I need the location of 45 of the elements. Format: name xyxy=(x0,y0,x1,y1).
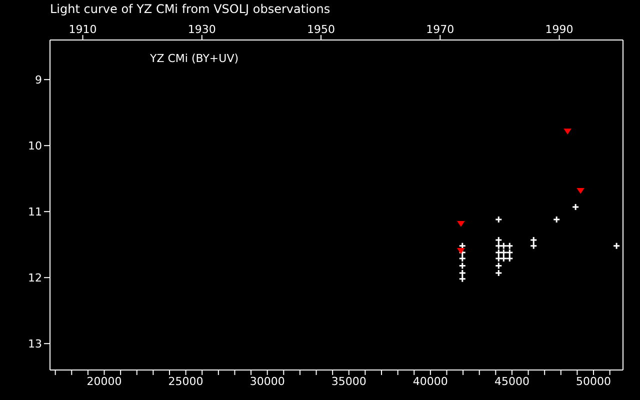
point xyxy=(457,248,464,254)
chart-title: Light curve of YZ CMi from VSOLJ observations xyxy=(50,2,330,16)
point xyxy=(564,128,572,134)
point xyxy=(494,254,502,262)
x2-tick-label: 1970 xyxy=(426,23,454,36)
x-tick-label: 45000 xyxy=(494,374,530,388)
x2-tick-label: 1930 xyxy=(188,23,216,36)
point xyxy=(552,216,560,224)
point xyxy=(494,262,502,270)
point xyxy=(500,242,508,250)
x-tick-label: 30000 xyxy=(250,374,285,388)
x-tick-label: 40000 xyxy=(412,374,448,388)
point xyxy=(494,269,502,277)
point xyxy=(457,220,464,226)
point xyxy=(506,254,514,262)
y-tick-label: 11 xyxy=(28,206,42,219)
annotation: YZ CMi (BY+UV) xyxy=(150,52,239,65)
point xyxy=(530,242,538,250)
x-tick-label: 25000 xyxy=(168,374,204,388)
point xyxy=(577,188,584,194)
x-tick-label: 20000 xyxy=(86,374,122,388)
point xyxy=(494,236,502,244)
y-tick-label: 13 xyxy=(28,338,42,351)
point xyxy=(458,269,466,277)
x2-tick-label: 1990 xyxy=(545,23,574,36)
point xyxy=(506,242,514,250)
y-tick-label: 12 xyxy=(28,272,42,285)
point xyxy=(572,203,580,211)
point xyxy=(506,248,514,256)
point xyxy=(458,254,466,262)
y-tick-label: 9 xyxy=(35,74,42,87)
point xyxy=(458,262,466,270)
x-tick-label: 35000 xyxy=(331,374,366,388)
x-tick-label: 50000 xyxy=(576,374,612,388)
point xyxy=(500,254,508,262)
point xyxy=(530,236,538,244)
point xyxy=(500,248,508,256)
x2-tick-label: 1950 xyxy=(307,23,336,36)
point xyxy=(494,216,502,224)
x2-tick-label: 1910 xyxy=(68,23,97,36)
point xyxy=(612,242,620,250)
y-tick-label: 10 xyxy=(28,140,42,153)
point xyxy=(494,248,502,256)
point xyxy=(458,275,466,283)
point xyxy=(494,242,502,250)
